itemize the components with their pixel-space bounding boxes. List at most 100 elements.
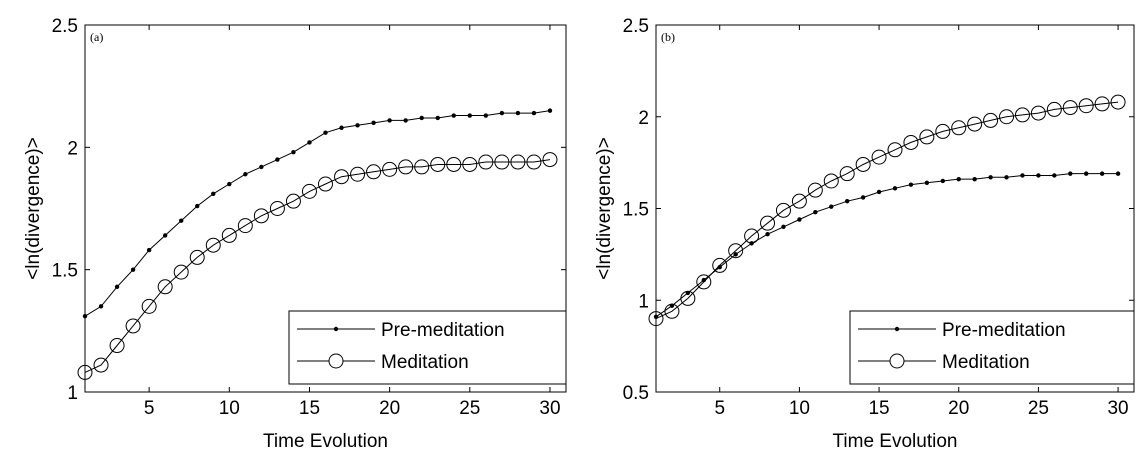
data-point xyxy=(712,257,728,273)
data-point xyxy=(999,109,1015,125)
data-point xyxy=(227,181,232,187)
data-point xyxy=(211,191,216,197)
data-point xyxy=(1030,105,1046,121)
data-point xyxy=(221,227,237,243)
data-point xyxy=(382,161,398,177)
x-tick-label: 20 xyxy=(379,398,400,419)
legend-label: Pre-meditation xyxy=(942,320,1066,341)
data-point xyxy=(125,318,141,334)
data-point xyxy=(1110,94,1126,110)
data-point xyxy=(1068,171,1073,176)
data-point xyxy=(1004,175,1009,180)
data-point xyxy=(446,156,462,172)
data-point xyxy=(733,252,738,257)
data-point xyxy=(259,164,264,170)
y-tick-label: 1.5 xyxy=(52,261,78,282)
legend-marker xyxy=(328,353,344,369)
data-point xyxy=(760,215,776,231)
data-point xyxy=(924,180,930,186)
data-point xyxy=(114,284,120,289)
data-point xyxy=(531,110,537,116)
data-point xyxy=(269,201,285,216)
chart-panel-a: 5 10 15 20 25 30 1 1.5 2 2.5 Time Evolution <ln(div… xyxy=(23,16,567,452)
data-point xyxy=(951,120,967,136)
data-point xyxy=(935,123,951,139)
data-point xyxy=(813,209,818,215)
data-point xyxy=(334,169,350,185)
data-point xyxy=(467,113,472,118)
data-point xyxy=(664,303,680,319)
data-point xyxy=(301,183,317,199)
data-point xyxy=(77,364,93,380)
data-point xyxy=(398,159,414,175)
y-tick-label: 1 xyxy=(638,291,649,312)
data-point xyxy=(1046,101,1062,117)
data-point xyxy=(855,156,871,172)
data-point xyxy=(339,125,344,130)
y-tick-label: 1.5 xyxy=(623,200,649,221)
data-point xyxy=(648,311,664,327)
data-point xyxy=(876,189,882,195)
x-tick-label: 5 xyxy=(144,398,155,419)
data-point xyxy=(350,166,366,182)
legend-marker xyxy=(333,326,339,332)
data-point xyxy=(807,182,823,198)
legend-marker xyxy=(894,326,900,332)
data-point xyxy=(189,249,205,265)
data-point xyxy=(940,178,945,184)
x-tick-label: 5 xyxy=(714,398,725,419)
data-point xyxy=(1078,98,1094,114)
data-point xyxy=(285,193,301,209)
data-point xyxy=(1062,100,1078,116)
chart-panel-b: 5 10 15 20 25 30 0.5 1 1.5 2 2.5 Time Evolution <ln(… xyxy=(594,16,1135,452)
data-point xyxy=(775,202,791,218)
x-tick-label: 20 xyxy=(948,398,969,419)
data-point xyxy=(845,198,850,204)
y-tick-label: 1 xyxy=(67,383,78,404)
data-point xyxy=(1014,107,1030,123)
data-point xyxy=(1099,171,1105,176)
data-point xyxy=(275,157,280,162)
series-line xyxy=(84,159,551,373)
data-point xyxy=(744,228,760,244)
data-point xyxy=(903,134,919,150)
data-point xyxy=(860,195,866,200)
y-tick-label: 2 xyxy=(638,108,649,129)
legend-box xyxy=(288,310,567,385)
data-point xyxy=(414,159,430,175)
series-line xyxy=(84,110,551,317)
data-point xyxy=(237,218,253,234)
series-line xyxy=(655,173,1119,318)
data-point xyxy=(195,203,200,209)
data-point xyxy=(291,150,296,155)
y-tick-label: 2.5 xyxy=(623,16,649,37)
data-point xyxy=(157,279,173,295)
data-point xyxy=(1020,173,1025,178)
data-point xyxy=(462,156,478,172)
data-point xyxy=(908,182,914,187)
data-point xyxy=(141,298,157,314)
data-point xyxy=(179,218,184,223)
data-point xyxy=(494,154,510,170)
data-point xyxy=(435,115,440,121)
data-point xyxy=(387,118,392,123)
data-point xyxy=(243,172,248,177)
data-point xyxy=(823,173,839,189)
legend-box xyxy=(849,310,1135,385)
x-tick-label: 15 xyxy=(868,398,889,419)
data-point xyxy=(451,113,456,118)
series-meditation xyxy=(77,152,558,380)
data-point xyxy=(307,140,312,145)
x-tick-label: 25 xyxy=(1028,398,1049,419)
data-point xyxy=(403,118,408,123)
data-point xyxy=(430,156,446,172)
x-axis-label: Time Evolution xyxy=(833,431,958,452)
data-point xyxy=(1052,173,1057,178)
series-pre-meditation xyxy=(82,108,553,319)
series-line xyxy=(655,101,1119,320)
data-point xyxy=(526,154,542,170)
data-point xyxy=(829,204,834,209)
data-point xyxy=(82,313,88,319)
y-tick-label: 2 xyxy=(67,138,78,159)
